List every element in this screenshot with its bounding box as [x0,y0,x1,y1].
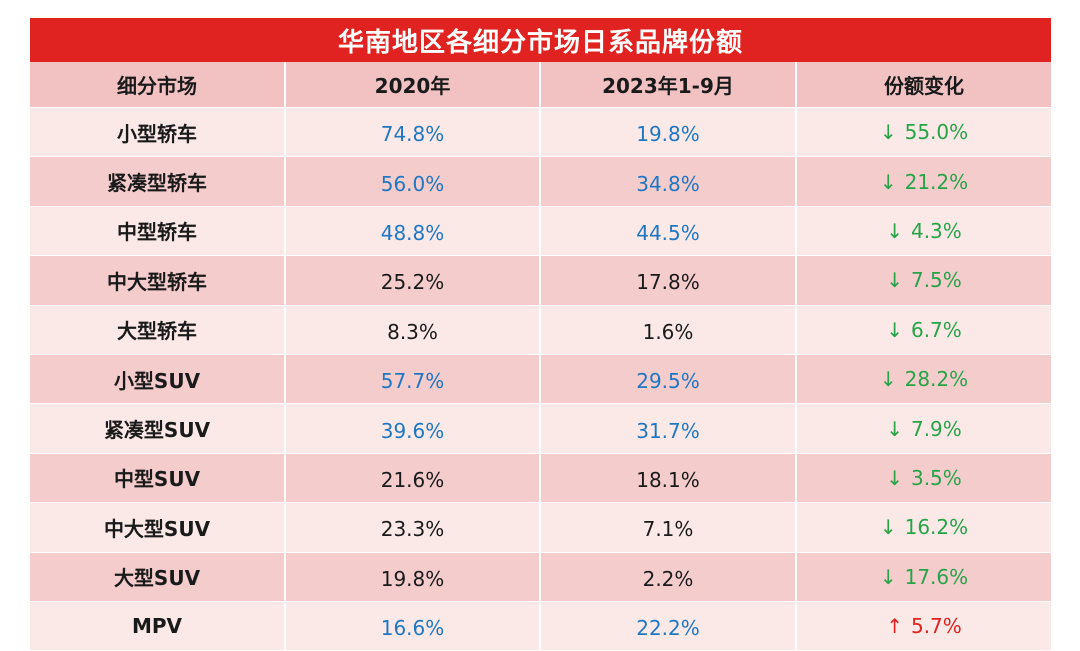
table-body: 小型轿车 74.8% 19.8% ↓ 55.0% 紧凑型轿车 56.0% 34.8% ↓ 21.2… [30,107,1051,651]
share-change-cell: ↓ 16.2% [796,502,1051,553]
change-value: 16.2% [904,515,969,540]
share-2020-cell: 39.6% [285,403,541,454]
share-2023-cell: 17.8% [540,255,797,306]
share-change-cell: ↓ 55.0% [796,107,1051,158]
arrow-down-icon: ↓ [879,564,897,589]
table-row: 中型轿车 48.8% 44.5% ↓ 4.3% [30,206,1051,257]
share-change-cell: ↓ 4.3% [796,206,1051,257]
table-title: 华南地区各细分市场日系品牌份额 [30,18,1051,62]
share-change-cell: ↓ 3.5% [796,453,1051,504]
share-2023-cell: 18.1% [540,453,797,504]
arrow-down-icon: ↓ [886,465,903,490]
share-2020-cell: 19.8% [285,552,541,602]
share-2020-cell: 57.7% [285,354,541,405]
share-change-cell: ↓ 28.2% [796,354,1051,405]
share-change-cell: ↓ 6.7% [796,305,1051,355]
share-2020-cell: 74.8% [285,107,541,158]
share-2023-cell: 2.2% [540,552,797,602]
share-2020-cell: 16.6% [285,601,541,651]
table-row: 小型轿车 74.8% 19.8% ↓ 55.0% [30,107,1051,158]
arrow-down-icon: ↓ [879,515,897,540]
table-row: 紧凑型SUV 39.6% 31.7% ↓ 7.9% [30,403,1051,454]
header-2020: 2020年 [285,62,541,108]
table-row: MPV 16.6% 22.2% ↑ 5.7% [30,601,1051,651]
share-change-cell: ↓ 21.2% [796,156,1051,207]
share-2020-cell: 8.3% [285,305,541,355]
arrow-down-icon: ↓ [886,317,903,342]
change-value: 4.3% [910,218,962,243]
share-change-cell: ↓ 17.6% [796,552,1051,602]
segment-cell: 中大型轿车 [30,255,286,306]
header-row: 细分市场 2020年 2023年1-9月 份额变化 [30,62,1051,108]
segment-cell: 中型轿车 [30,206,286,257]
segment-cell: 大型SUV [30,552,286,602]
table-row: 小型SUV 57.7% 29.5% ↓ 28.2% [30,354,1051,405]
share-table: 细分市场 2020年 2023年1-9月 份额变化 小型轿车 74.8% 19.8%… [30,62,1051,651]
share-2020-cell: 56.0% [285,156,541,207]
change-value: 21.2% [904,169,969,194]
table-row: 中大型轿车 25.2% 17.8% ↓ 7.5% [30,255,1051,306]
arrow-down-icon: ↓ [879,367,897,392]
share-change-cell: ↑ 5.7% [796,601,1051,651]
change-value: 5.7% [910,614,962,639]
share-change-cell: ↓ 7.5% [796,255,1051,306]
share-2023-cell: 44.5% [540,206,797,257]
segment-cell: 中大型SUV [30,502,286,553]
table-row: 大型轿车 8.3% 1.6% ↓ 6.7% [30,305,1051,355]
share-2020-cell: 23.3% [285,502,541,553]
segment-cell: 紧凑型轿车 [30,156,286,207]
header-2023: 2023年1-9月 [540,62,797,108]
share-2023-cell: 31.7% [540,403,797,454]
change-value: 7.9% [910,416,962,441]
change-value: 55.0% [904,120,969,145]
share-2023-cell: 19.8% [540,107,797,158]
arrow-down-icon: ↓ [886,416,903,441]
segment-cell: 小型轿车 [30,107,286,158]
share-2020-cell: 21.6% [285,453,541,504]
change-value: 7.5% [910,268,962,293]
arrow-down-icon: ↓ [879,120,897,145]
header-change: 份额变化 [796,62,1051,108]
arrow-down-icon: ↓ [886,218,903,243]
change-value: 28.2% [904,367,969,392]
share-2023-cell: 1.6% [540,305,797,355]
share-2023-cell: 22.2% [540,601,797,651]
share-2023-cell: 34.8% [540,156,797,207]
header-segment: 细分市场 [30,62,286,108]
segment-cell: 中型SUV [30,453,286,504]
table-row: 中大型SUV 23.3% 7.1% ↓ 16.2% [30,502,1051,553]
arrow-up-icon: ↑ [886,614,903,639]
arrow-down-icon: ↓ [886,268,903,293]
arrow-down-icon: ↓ [879,169,897,194]
share-change-cell: ↓ 7.9% [796,403,1051,454]
share-table-card: 华南地区各细分市场日系品牌份额 细分市场 2020年 2023年1-9月 份额变… [30,18,1051,651]
segment-cell: 大型轿车 [30,305,286,355]
table-row: 中型SUV 21.6% 18.1% ↓ 3.5% [30,453,1051,504]
share-2023-cell: 29.5% [540,354,797,405]
segment-cell: 小型SUV [30,354,286,405]
change-value: 6.7% [910,317,962,342]
change-value: 3.5% [910,465,962,490]
change-value: 17.6% [904,564,969,589]
segment-cell: 紧凑型SUV [30,403,286,454]
share-2023-cell: 7.1% [540,502,797,553]
segment-cell: MPV [30,601,286,651]
share-2020-cell: 25.2% [285,255,541,306]
table-row: 紧凑型轿车 56.0% 34.8% ↓ 21.2% [30,156,1051,207]
share-2020-cell: 48.8% [285,206,541,257]
table-row: 大型SUV 19.8% 2.2% ↓ 17.6% [30,552,1051,602]
